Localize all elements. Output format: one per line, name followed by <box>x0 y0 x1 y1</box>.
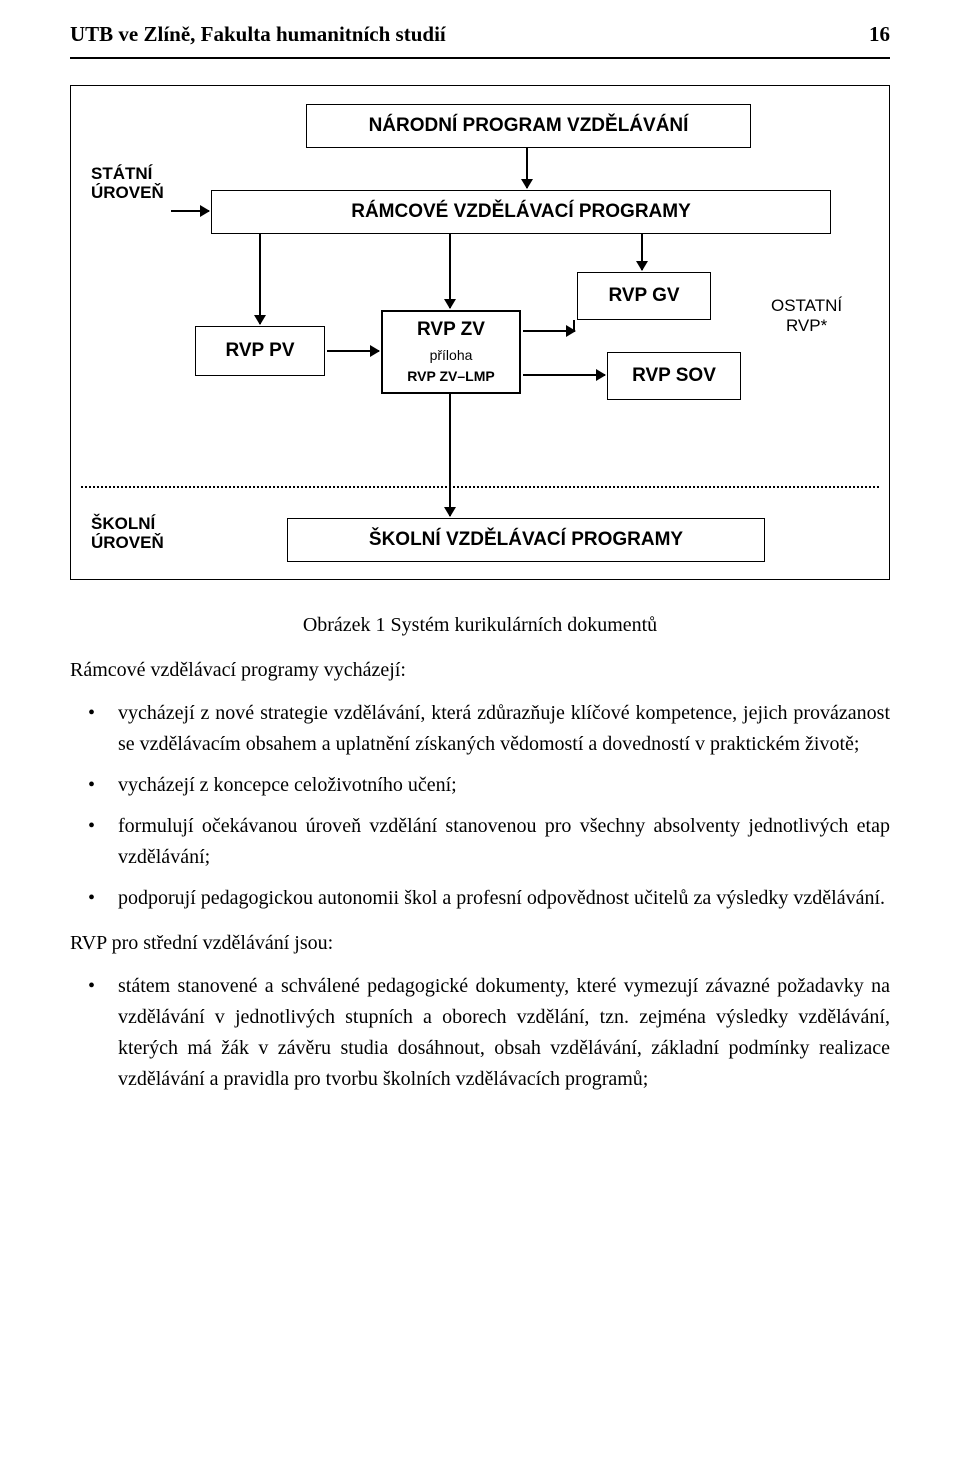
arrow-zv-sov <box>523 374 605 376</box>
list-item: vycházejí z nové strategie vzdělávání, k… <box>118 698 890 760</box>
label-statni-l2: ÚROVEŇ <box>91 183 164 202</box>
box-narodni-program: NÁRODNÍ PROGRAM VZDĚLÁVÁNÍ <box>306 104 751 148</box>
box-ramcove-programy: RÁMCOVÉ VZDĚLÁVACÍ PROGRAMY <box>211 190 831 234</box>
box-zv-t2: příloha <box>430 345 473 367</box>
label-skolni-l2: ÚROVEŇ <box>91 533 164 552</box>
arrow-rvp-zv <box>449 234 451 308</box>
arrow-zv-svp <box>449 394 451 516</box>
list-item: formulují očekávanou úroveň vzdělání sta… <box>118 811 890 873</box>
bullet-list-2: státem stanovené a schválené pedagogické… <box>70 971 890 1095</box>
box-rvp-zv: RVP ZV příloha RVP ZV–LMP <box>381 310 521 394</box>
diagram-divider <box>81 486 879 488</box>
arrow-rvp-gv <box>641 234 643 270</box>
arrow-npv-rvp <box>526 148 528 188</box>
intro-paragraph-1: Rámcové vzdělávací programy vycházejí: <box>70 655 890 686</box>
header-page-number: 16 <box>869 18 890 51</box>
arrow-rvp-pv <box>259 234 261 324</box>
arrow-statni-rvp <box>171 210 209 212</box>
box-rvp-pv: RVP PV <box>195 326 325 376</box>
header-left: UTB ve Zlíně, Fakulta humanitních studií <box>70 18 446 51</box>
label-ostatni-rvp: OSTATNÍ RVP* <box>771 296 842 337</box>
box-zv-t1: RVP ZV <box>417 315 485 344</box>
intro-paragraph-2: RVP pro střední vzdělávání jsou: <box>70 928 890 959</box>
arrow-zv-gv <box>523 330 575 332</box>
list-item: vycházejí z koncepce celoživotního učení… <box>118 770 890 801</box>
box-skolni-programy: ŠKOLNÍ VZDĚLÁVACÍ PROGRAMY <box>287 518 765 562</box>
box-rvp-gv: RVP GV <box>577 272 711 320</box>
bullet-list-1: vycházejí z nové strategie vzdělávání, k… <box>70 698 890 914</box>
label-skolni-uroven: ŠKOLNÍ ÚROVEŇ <box>91 514 164 553</box>
box-rvp-text: RÁMCOVÉ VZDĚLÁVACÍ PROGRAMY <box>351 197 691 226</box>
box-pv-text: RVP PV <box>225 336 294 365</box>
label-ostatni-l1: OSTATNÍ <box>771 296 842 315</box>
page-header: UTB ve Zlíně, Fakulta humanitních studií… <box>70 18 890 59</box>
box-sov-text: RVP SOV <box>632 361 716 390</box>
label-statni-uroven: STÁTNÍ ÚROVEŇ <box>91 164 164 203</box>
box-rvp-sov: RVP SOV <box>607 352 741 400</box>
arrow-pv-zv <box>327 350 379 352</box>
box-svp-text: ŠKOLNÍ VZDĚLÁVACÍ PROGRAMY <box>369 525 683 554</box>
list-item: státem stanovené a schválené pedagogické… <box>118 971 890 1095</box>
curriculum-diagram: STÁTNÍ ÚROVEŇ NÁRODNÍ PROGRAM VZDĚLÁVÁNÍ… <box>70 85 890 580</box>
box-zv-t3: RVP ZV–LMP <box>407 366 494 388</box>
box-gv-text: RVP GV <box>608 281 679 310</box>
figure-caption: Obrázek 1 Systém kurikulárních dokumentů <box>70 610 890 641</box>
arrow-gv-connector <box>573 320 575 332</box>
label-ostatni-l2: RVP* <box>786 316 827 335</box>
label-statni-l1: STÁTNÍ <box>91 164 152 183</box>
list-item: podporují pedagogickou autonomii škol a … <box>118 883 890 914</box>
label-skolni-l1: ŠKOLNÍ <box>91 514 155 533</box>
box-npv-text: NÁRODNÍ PROGRAM VZDĚLÁVÁNÍ <box>369 111 689 140</box>
